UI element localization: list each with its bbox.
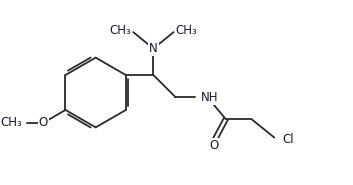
Text: CH₃: CH₃ (110, 24, 131, 37)
Text: CH₃: CH₃ (175, 24, 197, 37)
Text: CH₃: CH₃ (1, 116, 23, 129)
Text: O: O (209, 139, 219, 152)
Text: O: O (39, 116, 48, 129)
Text: N: N (149, 42, 158, 55)
Text: NH: NH (201, 91, 219, 104)
Text: Cl: Cl (282, 133, 294, 146)
